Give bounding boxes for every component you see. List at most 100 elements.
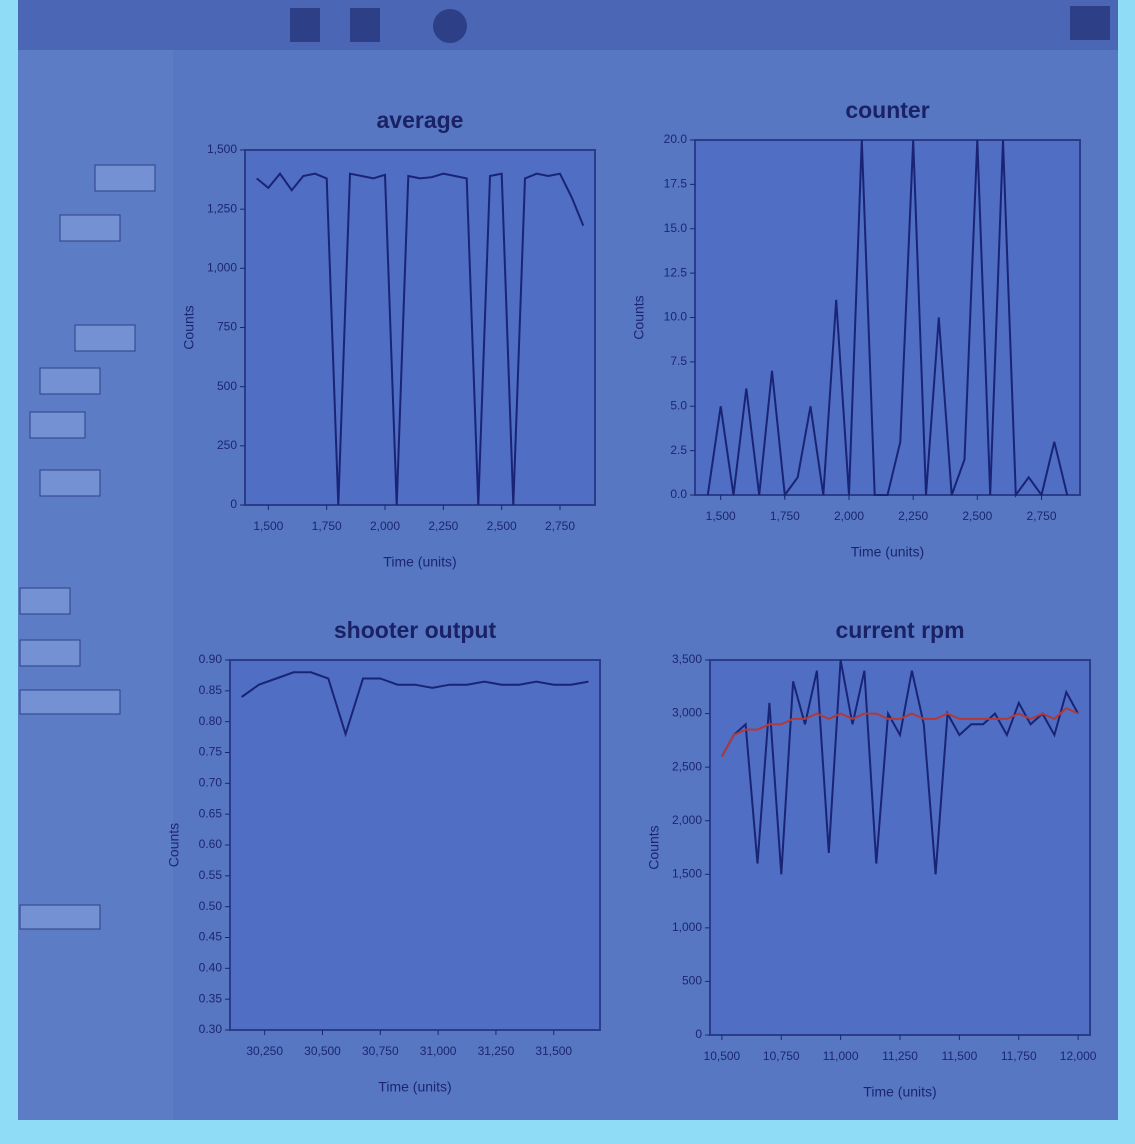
x-tick-label: 30,500	[304, 1044, 341, 1058]
y-tick-label: 0.90	[199, 652, 223, 666]
toolbar	[18, 0, 1118, 50]
chart-title: shooter output	[334, 617, 497, 643]
data-line	[721, 659, 1079, 875]
x-tick-label: 2,000	[834, 509, 864, 523]
y-tick-label: 1,000	[672, 920, 702, 934]
y-tick-label: 0	[695, 1027, 702, 1041]
x-tick-label: 2,750	[1026, 509, 1056, 523]
y-tick-label: 2,000	[672, 813, 702, 827]
frame-bottom	[0, 1120, 1135, 1144]
toolbar-icon	[1070, 6, 1110, 40]
x-tick-label: 11,000	[823, 1049, 859, 1063]
y-tick-label: 1,250	[207, 201, 237, 215]
y-tick-label: 1,000	[207, 261, 237, 275]
y-tick-label: 0.65	[199, 806, 223, 820]
x-tick-label: 30,750	[362, 1044, 399, 1058]
x-tick-label: 31,500	[535, 1044, 572, 1058]
input-box[interactable]	[39, 367, 101, 395]
input-box[interactable]	[29, 411, 86, 439]
x-tick-label: 1,500	[706, 509, 736, 523]
x-tick-label: 1,750	[770, 509, 800, 523]
x-tick-label: 31,000	[420, 1044, 457, 1058]
y-tick-label: 7.5	[670, 354, 687, 368]
y-tick-label: 2,500	[672, 759, 702, 773]
input-box[interactable]	[19, 689, 121, 715]
x-axis-label: Time (units)	[383, 554, 456, 570]
y-tick-label: 0.80	[199, 714, 223, 728]
y-tick-label: 10.0	[664, 310, 688, 324]
y-tick-label: 250	[217, 438, 237, 452]
y-tick-label: 3,000	[672, 706, 702, 720]
x-tick-label: 2,250	[428, 519, 458, 533]
y-tick-label: 0.55	[199, 868, 223, 882]
toolbar-icon	[433, 9, 467, 43]
plot-area	[709, 659, 1091, 1036]
y-tick-label: 15.0	[664, 221, 688, 235]
y-tick-label: 0	[230, 497, 237, 511]
x-tick-label: 30,250	[246, 1044, 283, 1058]
input-box[interactable]	[94, 164, 156, 192]
input-box[interactable]	[19, 639, 81, 667]
toolbar-icon	[290, 8, 320, 42]
plot-area	[244, 149, 596, 506]
x-axis-label: Time (units)	[378, 1079, 451, 1095]
x-tick-label: 12,000	[1060, 1049, 1097, 1063]
y-tick-label: 0.50	[199, 899, 223, 913]
x-tick-label: 1,750	[312, 519, 342, 533]
x-tick-label: 11,500	[941, 1049, 977, 1063]
x-tick-label: 2,250	[898, 509, 928, 523]
y-tick-label: 500	[682, 974, 702, 988]
y-tick-label: 12.5	[664, 265, 688, 279]
y-axis-label: Counts	[646, 825, 662, 869]
x-tick-label: 1,500	[253, 519, 283, 533]
y-tick-label: 17.5	[664, 177, 688, 191]
input-box[interactable]	[19, 904, 101, 930]
y-tick-label: 0.70	[199, 776, 223, 790]
y-tick-label: 1,500	[207, 142, 237, 156]
x-tick-label: 11,750	[1001, 1049, 1037, 1063]
y-tick-label: 0.85	[199, 683, 223, 697]
x-axis-label: Time (units)	[851, 544, 924, 560]
y-tick-label: 500	[217, 379, 237, 393]
x-tick-label: 2,500	[962, 509, 992, 523]
y-tick-label: 1,500	[672, 866, 702, 880]
x-tick-label: 2,500	[487, 519, 517, 533]
y-tick-label: 3,500	[672, 652, 702, 666]
input-box[interactable]	[74, 324, 136, 352]
data-line	[256, 172, 585, 506]
y-axis-label: Counts	[166, 823, 182, 867]
x-axis-label: Time (units)	[863, 1084, 936, 1100]
plot-area	[229, 659, 601, 1031]
chart-title: counter	[845, 97, 929, 123]
chart-title: current rpm	[835, 617, 964, 643]
y-tick-label: 0.60	[199, 837, 223, 851]
y-tick-label: 5.0	[670, 398, 687, 412]
y-tick-label: 750	[217, 320, 237, 334]
sidebar	[18, 50, 173, 1120]
data-line	[706, 139, 1069, 498]
toolbar-icon	[350, 8, 380, 42]
x-tick-label: 2,750	[545, 519, 575, 533]
y-tick-label: 0.35	[199, 991, 223, 1005]
x-tick-label: 31,250	[478, 1044, 515, 1058]
y-axis-label: Counts	[631, 295, 647, 339]
input-box[interactable]	[19, 587, 71, 615]
x-tick-label: 10,750	[763, 1049, 800, 1063]
x-tick-label: 2,000	[370, 519, 400, 533]
y-tick-label: 0.30	[199, 1022, 223, 1036]
y-tick-label: 0.40	[199, 961, 223, 975]
y-tick-label: 2.5	[670, 443, 687, 457]
input-box[interactable]	[39, 469, 101, 497]
y-tick-label: 20.0	[664, 132, 688, 146]
input-box[interactable]	[59, 214, 121, 242]
data-line	[241, 671, 589, 738]
y-axis-label: Counts	[181, 305, 197, 349]
chart-title: average	[377, 107, 464, 133]
data-line	[721, 707, 1079, 757]
y-tick-label: 0.75	[199, 745, 223, 759]
plot-area	[694, 139, 1081, 496]
y-tick-label: 0.45	[199, 930, 223, 944]
x-tick-label: 10,500	[704, 1049, 741, 1063]
